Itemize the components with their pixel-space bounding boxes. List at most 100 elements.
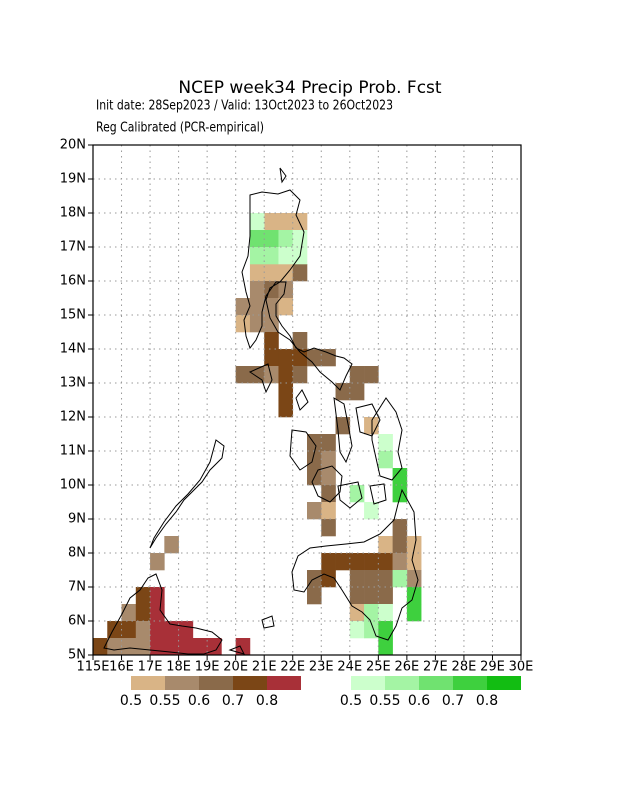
y-tick-label: 17N: [60, 240, 86, 255]
x-tick-label: 16E: [109, 660, 134, 675]
y-tick-label: 19N: [60, 172, 86, 187]
prob-cell: [321, 349, 336, 367]
x-tick-label: 17E: [138, 660, 163, 675]
prob-cell: [264, 298, 279, 316]
prob-cell: [278, 264, 294, 282]
y-tick-label: 8N: [68, 546, 86, 561]
prob-cell: [364, 604, 379, 622]
x-tick-label: 28E: [452, 660, 477, 675]
x-tick-label: 26E: [394, 660, 419, 675]
prob-cell: [321, 519, 336, 537]
prob-cell: [264, 247, 279, 265]
prob-cell: [335, 417, 351, 435]
prob-cell: [264, 213, 279, 231]
prob-cell: [278, 400, 294, 418]
prob-cell: [135, 621, 151, 639]
prob-cell: [249, 213, 265, 231]
prob-cell: [278, 298, 294, 316]
prob-cell: [392, 519, 408, 537]
prob-cell: [249, 281, 265, 299]
y-tick-label: 12N: [60, 410, 86, 425]
prob-cell: [349, 570, 365, 588]
prob-cell: [392, 553, 408, 571]
colorbar-swatch: [351, 676, 385, 690]
prob-cell: [349, 553, 365, 571]
colorbar-label: 0.8: [476, 693, 498, 709]
subtitle: Init date: 28Sep2023 / Valid: 13Oct2023 …: [96, 99, 393, 114]
prob-cell: [335, 553, 351, 571]
y-tick-label: 14N: [60, 342, 86, 357]
prob-cell: [406, 587, 422, 605]
prob-cell: [307, 349, 322, 367]
prob-cell: [321, 502, 336, 520]
subtitle: Reg Calibrated (PCR-empirical): [96, 121, 264, 136]
colorbar-swatch: [131, 676, 165, 690]
y-tick-label: 7N: [68, 580, 86, 595]
prob-cell: [150, 638, 165, 656]
prob-cell: [321, 434, 336, 452]
y-tick-label: 13N: [60, 376, 86, 391]
prob-cell: [93, 638, 108, 656]
colorbar-swatch: [233, 676, 267, 690]
prob-cell: [292, 366, 308, 384]
prob-cell: [264, 230, 279, 248]
prob-cell: [307, 502, 322, 520]
prob-cell: [349, 383, 365, 401]
prob-cell: [278, 247, 294, 265]
colorbar-swatch: [453, 676, 487, 690]
colorbar-swatch: [267, 676, 301, 690]
prob-cell: [364, 417, 379, 435]
prob-cell: [249, 264, 265, 282]
prob-cell: [406, 604, 422, 622]
prob-cell: [321, 468, 336, 486]
prob-cell: [378, 604, 393, 622]
prob-cell: [164, 621, 179, 639]
x-tick-label: 18E: [166, 660, 191, 675]
prob-cell: [349, 587, 365, 605]
prob-cell: [135, 638, 151, 656]
prob-cell: [278, 349, 294, 367]
prob-cell: [392, 485, 408, 503]
prob-cell: [406, 570, 422, 588]
prob-cell: [135, 587, 151, 605]
prob-cell: [207, 638, 222, 656]
prob-cell: [378, 536, 393, 554]
prob-cell: [392, 570, 408, 588]
prob-cell: [178, 621, 194, 639]
prob-cell: [278, 230, 294, 248]
prob-cell: [192, 638, 208, 656]
prob-cell: [392, 536, 408, 554]
x-tick-label: 22E: [280, 660, 305, 675]
x-tick-label: 29E: [480, 660, 505, 675]
prob-cell: [150, 621, 165, 639]
colorbar-swatch: [487, 676, 521, 690]
colorbar-swatch: [199, 676, 233, 690]
y-tick-label: 11N: [60, 444, 86, 459]
x-tick-label: 25E: [366, 660, 391, 675]
prob-cell: [235, 298, 251, 316]
x-tick-label: 30E: [509, 660, 534, 675]
y-tick-label: 10N: [60, 478, 86, 493]
colorbar-label: 0.7: [222, 693, 244, 709]
x-tick-label: 24E: [337, 660, 362, 675]
prob-cell: [292, 230, 308, 248]
prob-cell: [392, 468, 408, 486]
prob-cell: [378, 638, 393, 656]
prob-cell: [292, 349, 308, 367]
prob-cell: [107, 638, 122, 656]
colorbar-swatch: [385, 676, 419, 690]
y-tick-label: 6N: [68, 614, 86, 629]
prob-cell: [264, 366, 279, 384]
prob-cell: [321, 451, 336, 469]
y-tick-label: 15N: [60, 308, 86, 323]
x-tick-label: 21E: [252, 660, 277, 675]
prob-cell: [278, 383, 294, 401]
prob-cell: [406, 553, 422, 571]
prob-cell: [364, 553, 379, 571]
x-tick-label: 115E: [76, 660, 109, 675]
colorbar-label: 0.5: [340, 693, 362, 709]
colorbar: 0.5 0.55 0.6 0.7 0.8 0.5 0.55 0.6 0.7 0.8: [120, 676, 521, 709]
cell-layer: [93, 213, 422, 656]
y-tick-label: 18N: [60, 206, 86, 221]
